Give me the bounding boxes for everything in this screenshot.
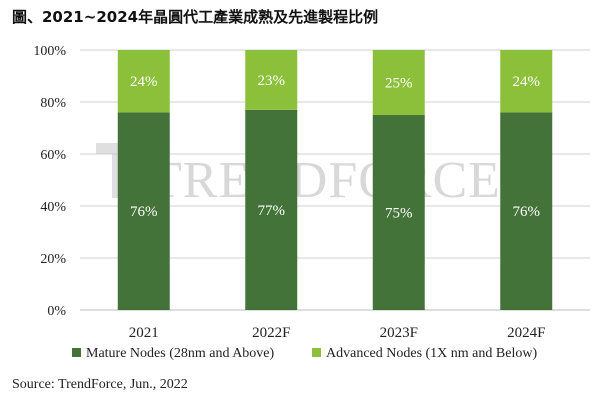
bar-advanced bbox=[117, 50, 170, 113]
legend-swatch bbox=[312, 348, 321, 357]
bar-advanced bbox=[500, 50, 553, 113]
x-axis-ticks: 2021 2022F 2023F 2024F bbox=[129, 325, 546, 341]
bar-advanced bbox=[245, 50, 298, 110]
bar-advanced bbox=[372, 50, 425, 115]
y-tick-label: 0% bbox=[47, 304, 66, 319]
y-tick-label: 60% bbox=[40, 148, 66, 163]
y-axis-ticks: 0% 20% 40% 60% 80% 100% bbox=[33, 44, 66, 319]
bar-mature bbox=[372, 115, 425, 310]
bars: 76% 24% 77% 23% 75% 25% 76% 24% bbox=[117, 50, 553, 311]
watermark-logo: TRENDFORCE bbox=[96, 143, 501, 209]
x-tick-label: 2023F bbox=[380, 325, 418, 341]
bar-mature bbox=[245, 109, 298, 310]
legend-label: Advanced Nodes (1X nm and Below) bbox=[326, 346, 537, 361]
data-label: 24% bbox=[513, 74, 541, 90]
x-tick-label: 2021 bbox=[129, 325, 159, 341]
legend-swatch bbox=[72, 348, 81, 357]
y-tick-label: 20% bbox=[40, 252, 66, 267]
x-tick-label: 2024F bbox=[507, 325, 545, 341]
data-label: 76% bbox=[513, 204, 541, 220]
data-label: 24% bbox=[130, 74, 158, 90]
data-label: 77% bbox=[258, 203, 286, 219]
data-label: 25% bbox=[385, 76, 413, 92]
data-label: 76% bbox=[130, 204, 158, 220]
legend: Mature Nodes (28nm and Above) Advanced No… bbox=[72, 346, 537, 361]
bar-mature bbox=[117, 112, 170, 311]
legend-label: Mature Nodes (28nm and Above) bbox=[86, 346, 275, 361]
source-note: Source: TrendForce, Jun., 2022 bbox=[12, 377, 188, 392]
bar-mature bbox=[500, 112, 553, 311]
data-label: 23% bbox=[258, 73, 286, 89]
x-tick-label: 2022F bbox=[252, 325, 290, 341]
y-tick-label: 80% bbox=[40, 96, 66, 111]
watermark-text: TRENDFORCE bbox=[150, 152, 501, 209]
y-tick-label: 100% bbox=[33, 44, 66, 59]
chart-title: 圖、2021~2024年晶圓代工產業成熟及先進製程比例 bbox=[12, 8, 379, 26]
data-label: 75% bbox=[385, 206, 413, 222]
y-tick-label: 40% bbox=[40, 200, 66, 215]
